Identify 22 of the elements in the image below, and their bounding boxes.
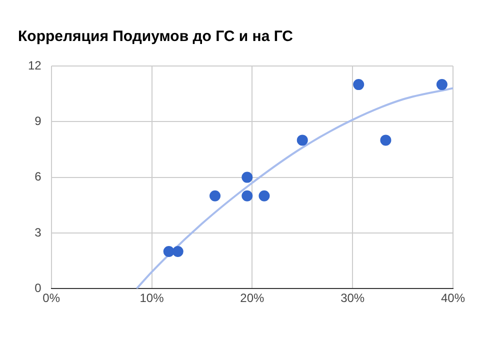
- point: [353, 79, 364, 90]
- point: [163, 246, 174, 257]
- point: [242, 172, 253, 183]
- point: [380, 134, 392, 146]
- x-tick-label: 30%: [340, 291, 365, 306]
- line-series: [136, 87, 453, 289]
- y-tick-label: 9: [34, 114, 42, 128]
- y-tick-label: 0: [34, 280, 42, 295]
- y-tick-label: 6: [34, 170, 42, 184]
- point: [172, 246, 184, 257]
- point: [258, 190, 270, 202]
- point: [436, 79, 448, 90]
- x-tick-label: 0%: [42, 291, 60, 306]
- x-tick-label: 10%: [140, 291, 164, 306]
- point: [296, 134, 308, 146]
- y-tick-label: 12: [28, 58, 42, 72]
- x-tick-label: 20%: [240, 291, 265, 306]
- chart-title: Корреляция Подиумов до ГС и на ГС: [18, 28, 294, 46]
- y-tick-label: 3: [34, 225, 42, 240]
- x-tick-label: 40%: [440, 291, 466, 306]
- point: [210, 190, 221, 202]
- point: [242, 190, 253, 202]
